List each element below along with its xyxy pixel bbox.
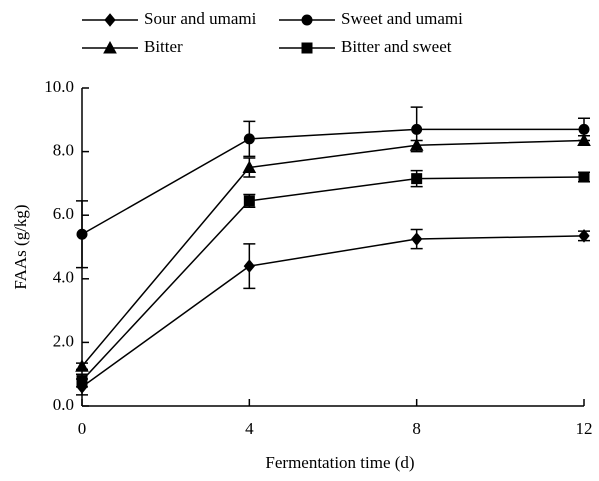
marker	[578, 123, 590, 135]
legend-label: Sweet and umami	[341, 9, 463, 28]
marker	[409, 138, 424, 151]
y-axis-label: FAAs (g/kg)	[11, 204, 30, 289]
marker	[243, 195, 255, 207]
marker	[411, 123, 423, 135]
y-tick-label: 6.0	[53, 204, 74, 223]
marker	[577, 133, 591, 146]
marker	[411, 232, 423, 246]
marker	[103, 40, 117, 54]
marker	[104, 13, 116, 27]
marker	[76, 228, 88, 240]
y-tick-label: 8.0	[53, 141, 74, 160]
marker	[301, 42, 313, 54]
marker	[76, 375, 88, 387]
marker	[578, 171, 590, 183]
marker	[75, 359, 89, 372]
series-line	[81, 235, 585, 388]
legend-label: Bitter	[144, 37, 183, 56]
x-tick-label: 8	[412, 419, 421, 438]
legend-label: Bitter and sweet	[341, 37, 452, 56]
y-tick-label: 0.0	[53, 395, 74, 414]
x-axis-label: Fermentation time (d)	[265, 453, 414, 472]
marker	[301, 14, 313, 26]
marker	[242, 160, 257, 173]
marker	[243, 259, 255, 273]
series-line	[81, 139, 585, 367]
marker	[243, 133, 255, 145]
series-line	[81, 128, 584, 235]
y-tick-label: 10.0	[44, 77, 74, 96]
series-line	[81, 176, 585, 382]
x-tick-label: 4	[245, 419, 254, 438]
marker	[578, 229, 590, 243]
y-tick-label: 4.0	[53, 268, 74, 287]
x-tick-label: 12	[576, 419, 593, 438]
legend-label: Sour and umami	[144, 9, 257, 28]
y-tick-label: 2.0	[53, 331, 74, 350]
x-tick-label: 0	[78, 419, 87, 438]
marker	[411, 173, 423, 185]
